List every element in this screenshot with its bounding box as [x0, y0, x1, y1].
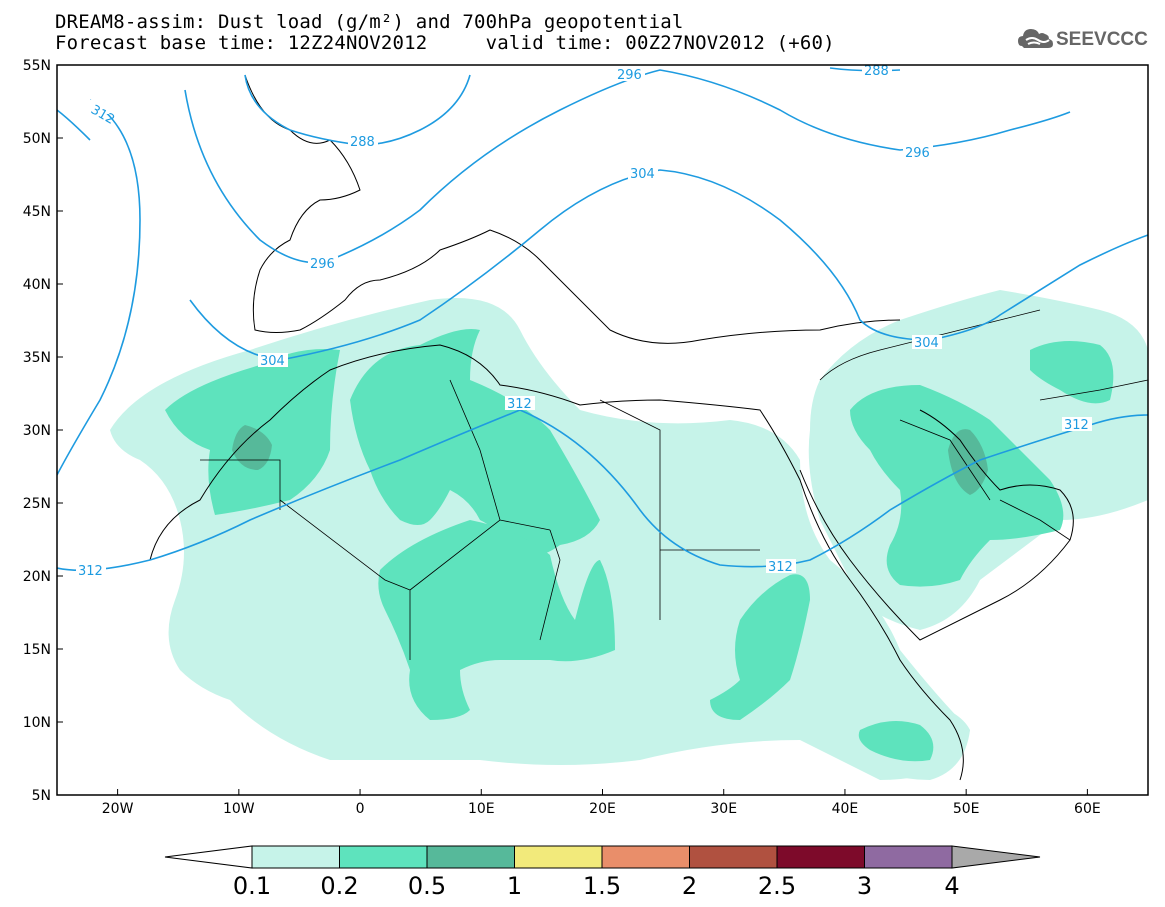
- svg-text:288: 288: [350, 135, 375, 150]
- svg-text:312: 312: [78, 564, 103, 579]
- latitude-axis: 55N 50N 45N 40N 35N 30N 25N 20N 15N 10N 5N: [23, 58, 63, 804]
- colorbar-swatch: [251, 845, 340, 869]
- lat-tick-label: 5N: [32, 788, 51, 804]
- lat-tick-label: 55N: [23, 58, 51, 74]
- svg-text:304: 304: [260, 354, 285, 369]
- colorbar-level-label: 1: [506, 872, 523, 900]
- colorbar-swatch: [514, 845, 603, 869]
- colorbar-level-label: 1.5: [582, 872, 622, 900]
- colorbar-level-label: 2: [681, 872, 698, 900]
- dust-region-medium-sudan: [710, 574, 810, 720]
- dust-region-dark-gulf: [948, 429, 988, 495]
- svg-text:296: 296: [310, 257, 335, 272]
- colorbar-swatch: [776, 845, 865, 869]
- colorbar-min-arrow: [164, 845, 253, 869]
- contour-label-312-west: 312: [76, 563, 106, 579]
- svg-text:296: 296: [617, 68, 642, 83]
- seevccc-logo: SEEVCCC: [1018, 24, 1153, 58]
- svg-text:304: 304: [914, 336, 939, 351]
- contour-label-296-east: 296: [903, 145, 933, 161]
- lon-tick-label: 0: [356, 801, 365, 817]
- contour-label-312-south: 312: [766, 559, 796, 575]
- contour-label-288-north: 288: [862, 63, 892, 79]
- lon-tick-label: 10W: [223, 801, 255, 817]
- dust-region-medium-iran: [1030, 341, 1114, 404]
- forecast-time-line: Forecast base time: 12Z24NOV2012 valid t…: [55, 32, 835, 54]
- lon-tick-label: 40E: [832, 801, 859, 817]
- dust-region-dark-morocco: [232, 425, 272, 470]
- colorbar-swatch: [689, 845, 778, 869]
- africa-borders: [200, 379, 760, 660]
- colorbar: [164, 845, 1041, 869]
- svg-text:288: 288: [864, 64, 889, 79]
- colorbar-swatch: [339, 845, 428, 869]
- contour-label-312-nw: 312: [88, 100, 118, 128]
- lat-tick-label: 10N: [23, 715, 51, 731]
- colorbar-max-arrow: [951, 845, 1041, 869]
- map-title: DREAM8-assim: Dust load (g/m²) and 700hP…: [55, 11, 684, 33]
- contour-labels: 312 288 296 296 296 288 304 304: [76, 63, 1092, 579]
- lat-tick-label: 45N: [23, 204, 51, 220]
- arabia-coastline: [799, 409, 1074, 641]
- lon-tick-label: 20E: [589, 801, 616, 817]
- contour-label-312-center: 312: [505, 396, 535, 412]
- lat-tick-label: 30N: [23, 423, 51, 439]
- lat-tick-label: 35N: [23, 350, 51, 366]
- contour-line-304: [57, 109, 1148, 361]
- lon-tick-label: 10E: [468, 801, 495, 817]
- contour-line-312-main: [57, 409, 1148, 572]
- country-borders: [149, 74, 1148, 781]
- colorbar-level-label: 0.5: [407, 872, 447, 900]
- cloud-icon: [1018, 29, 1053, 48]
- dust-shading: [110, 290, 1148, 780]
- svg-text:304: 304: [630, 167, 655, 182]
- dust-region-medium-arabia: [850, 385, 1064, 587]
- svg-text:296: 296: [905, 146, 930, 161]
- dust-region-medium-central: [350, 329, 600, 557]
- lat-tick-label: 50N: [23, 131, 51, 147]
- svg-text:312: 312: [1064, 418, 1089, 433]
- lon-tick-label: 50E: [953, 801, 980, 817]
- dust-region-medium-sahel: [378, 520, 615, 720]
- svg-text:312: 312: [507, 397, 532, 412]
- lat-tick-label: 25N: [23, 496, 51, 512]
- lon-tick-label: 60E: [1074, 801, 1101, 817]
- contour-label-304-center: 304: [628, 166, 658, 182]
- contour-label-288-west: 288: [348, 134, 378, 150]
- lat-tick-label: 20N: [23, 569, 51, 585]
- lat-tick-label: 40N: [23, 277, 51, 293]
- contour-line-312-west: [57, 99, 141, 476]
- contour-label-304-east: 304: [912, 335, 942, 351]
- svg-text:312: 312: [768, 560, 793, 575]
- logo-text: SEEVCCC: [1056, 29, 1148, 50]
- colorbar-swatch: [601, 845, 690, 869]
- contour-label-296-north: 296: [615, 67, 645, 83]
- lon-tick-label: 20W: [102, 801, 134, 817]
- contour-label-312-east: 312: [1062, 417, 1092, 433]
- longitude-axis: 20W 10W 0 10E 20E 30E 40E 50E 60E: [102, 789, 1101, 817]
- north-africa-coastline: [149, 344, 964, 781]
- contour-label-304-west: 304: [258, 353, 288, 369]
- europe-coastline: [244, 74, 901, 344]
- dust-region-medium-horn: [858, 721, 934, 762]
- colorbar-level-label: 0.2: [320, 872, 359, 900]
- colorbar-level-label: 2.5: [757, 872, 797, 900]
- contour-label-296-west: 296: [308, 256, 338, 272]
- colorbar-swatch: [426, 845, 515, 869]
- colorbar-level-label: 3: [856, 872, 873, 900]
- colorbar-level-label: 4: [944, 872, 960, 900]
- lon-tick-label: 30E: [710, 801, 737, 817]
- lat-tick-label: 15N: [23, 642, 51, 658]
- contour-line-296: [184, 69, 1071, 264]
- colorbar-swatch: [864, 845, 953, 869]
- colorbar-level-label: 0.1: [232, 872, 272, 900]
